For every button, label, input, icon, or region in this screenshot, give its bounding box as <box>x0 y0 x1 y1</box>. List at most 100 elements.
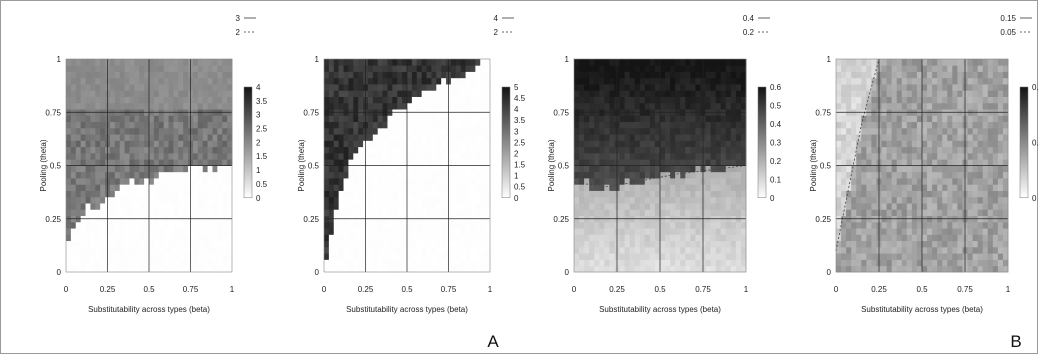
heatmap-cell <box>896 253 903 260</box>
heatmap-cell <box>129 240 135 248</box>
heatmap-cell <box>382 134 388 141</box>
heatmap-cell <box>114 96 121 104</box>
heatmap-cell <box>725 178 732 185</box>
heatmap-cell <box>222 203 228 210</box>
heatmap-cell <box>690 159 696 166</box>
heatmap-cell <box>197 246 204 254</box>
heatmap-cell <box>217 59 223 66</box>
heatmap-cell <box>183 246 189 254</box>
heatmap-cell <box>589 178 595 185</box>
heatmap-cell <box>212 90 218 97</box>
heatmap-cell <box>685 146 691 154</box>
heatmap-cell <box>411 102 418 110</box>
heatmap-cell <box>599 90 605 97</box>
heatmap-cell <box>426 253 432 260</box>
heatmap-cell <box>1002 265 1009 273</box>
heatmap-cell <box>431 140 437 148</box>
heatmap-cell <box>324 234 330 242</box>
heatmap-cell <box>690 253 696 260</box>
heatmap-cell <box>715 121 722 129</box>
heatmap-cell <box>957 71 963 79</box>
heatmap-cell <box>836 228 842 235</box>
heatmap-cell <box>649 65 656 72</box>
heatmap-cell <box>129 178 135 185</box>
heatmap-cell <box>922 96 928 104</box>
heatmap-cell <box>639 246 646 254</box>
heatmap-cell <box>624 90 631 97</box>
heatmap-cell <box>629 209 636 217</box>
heatmap-cell <box>911 102 918 110</box>
heatmap-cell <box>932 178 938 185</box>
heatmap-cell <box>207 152 213 160</box>
heatmap-cell <box>1002 203 1009 210</box>
heatmap-cell <box>594 152 600 160</box>
heatmap-cell <box>589 240 595 248</box>
heatmap-cell <box>881 146 887 154</box>
heatmap-cell <box>460 146 466 154</box>
heatmap-cell <box>109 127 116 135</box>
heatmap-cell <box>871 165 877 173</box>
heatmap-cell <box>654 59 661 66</box>
heatmap-cell <box>202 234 208 242</box>
y-tick-label: 0.5 <box>308 162 320 171</box>
heatmap-cell <box>100 253 106 260</box>
heatmap-cell <box>324 240 330 248</box>
heatmap-cell <box>705 84 711 91</box>
heatmap-cell <box>158 184 165 191</box>
heatmap-cell <box>90 265 96 273</box>
heatmap-cell <box>911 90 918 97</box>
heatmap-cell <box>846 178 852 185</box>
heatmap-cell <box>153 65 160 72</box>
heatmap-cell <box>90 146 96 154</box>
heatmap-cell <box>619 146 625 154</box>
heatmap-cell <box>475 178 481 185</box>
heatmap-cell <box>153 127 160 135</box>
heatmap-cell <box>367 115 374 123</box>
heatmap-cell <box>114 196 121 204</box>
heatmap-cell <box>670 84 676 91</box>
heatmap-cell <box>695 203 701 210</box>
heatmap-cell <box>153 190 160 198</box>
heatmap-cell <box>574 196 580 204</box>
heatmap-cell <box>836 102 842 110</box>
heatmap-cell <box>639 240 646 248</box>
heatmap-cell <box>604 265 610 273</box>
heatmap-cell <box>202 90 208 97</box>
heatmap-cell <box>460 90 466 97</box>
heatmap-cell <box>129 127 135 135</box>
heatmap-cell <box>851 246 857 254</box>
heatmap-cell <box>402 159 408 166</box>
heatmap-cell <box>109 96 116 104</box>
heatmap-cell <box>465 59 471 66</box>
heatmap-cell <box>66 240 72 248</box>
heatmap-cell <box>654 184 661 191</box>
heatmap-cell <box>730 196 737 204</box>
heatmap-cell <box>222 140 228 148</box>
heatmap-cell <box>634 77 641 85</box>
heatmap-cell <box>66 184 72 191</box>
heatmap-cell <box>75 253 82 260</box>
heatmap-cell <box>574 90 580 97</box>
heatmap-cell <box>129 146 135 154</box>
heatmap-cell <box>680 203 686 210</box>
heatmap-cell <box>987 84 994 91</box>
heatmap-cell <box>407 84 413 91</box>
heatmap-cell <box>574 203 580 210</box>
heatmap-cell <box>114 115 121 123</box>
y-tick-label: 1 <box>565 55 570 64</box>
heatmap-cell <box>90 65 96 72</box>
heatmap-cell <box>715 203 722 210</box>
heatmap-cell <box>685 127 691 135</box>
heatmap-cell <box>861 184 867 191</box>
heatmap-cell <box>397 178 403 185</box>
heatmap-cell <box>634 265 641 273</box>
heatmap-cell <box>574 184 580 191</box>
heatmap-cell <box>952 140 958 148</box>
heatmap-cell <box>670 253 676 260</box>
heatmap-cell <box>932 90 938 97</box>
heatmap-cell <box>856 228 862 235</box>
heatmap-cell <box>952 146 958 154</box>
heatmap-cell <box>861 196 867 204</box>
heatmap-cell <box>382 65 388 72</box>
heatmap-cell <box>584 259 590 267</box>
